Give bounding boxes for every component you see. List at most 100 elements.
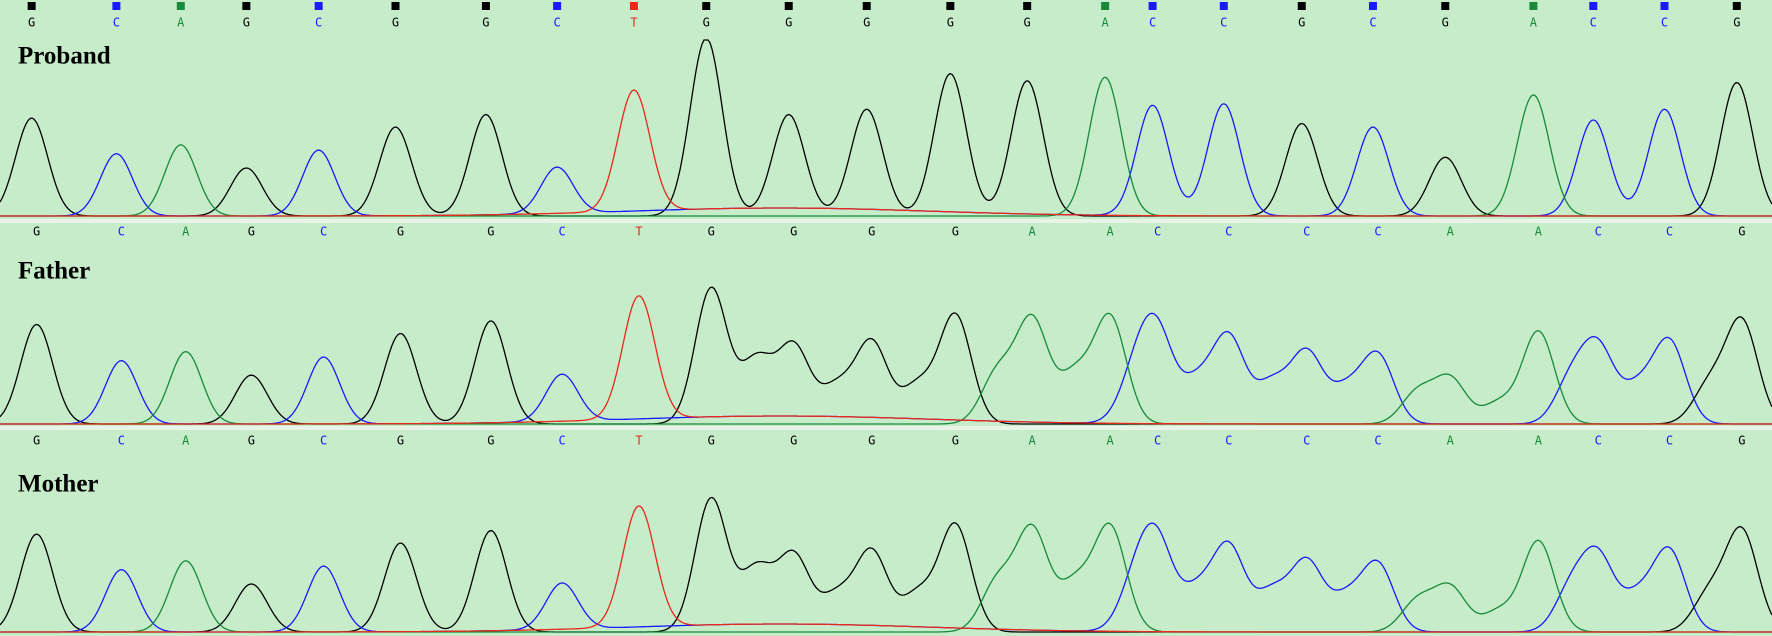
quality-bar <box>1368 2 1377 10</box>
base-call: C <box>1374 434 1381 448</box>
base-call: G <box>785 16 792 30</box>
base-call: C <box>1369 16 1376 30</box>
base-call: G <box>482 16 489 30</box>
base-call: G <box>487 434 494 448</box>
base-call: G <box>397 434 404 448</box>
base-call: A <box>1535 225 1543 239</box>
base-call: T <box>635 434 642 448</box>
base-call: A <box>1107 434 1115 448</box>
quality-bar <box>1101 2 1110 10</box>
base-call: C <box>113 16 120 30</box>
base-call: C <box>1661 16 1668 30</box>
base-call: G <box>1024 16 1031 30</box>
base-call: A <box>1029 225 1037 239</box>
base-call: G <box>397 225 404 239</box>
trace <box>0 89 1772 217</box>
base-call: A <box>1107 225 1115 239</box>
base-call: C <box>1590 16 1597 30</box>
quality-bar <box>1297 2 1306 10</box>
quality-bar <box>1219 2 1228 10</box>
base-call: G <box>33 434 40 448</box>
quality-bar <box>702 2 711 10</box>
base-call: C <box>1154 225 1161 239</box>
base-call: C <box>553 16 560 30</box>
base-call: C <box>118 434 125 448</box>
quality-bar <box>1441 2 1450 10</box>
base-call: G <box>392 16 399 30</box>
base-call: C <box>320 225 327 239</box>
quality-bar <box>784 2 793 10</box>
base-call: G <box>33 225 40 239</box>
base-call: G <box>1738 225 1745 239</box>
base-call: A <box>1447 434 1455 448</box>
trace <box>0 295 1772 425</box>
base-call: C <box>1154 434 1161 448</box>
base-call: G <box>952 225 959 239</box>
base-call: C <box>118 225 125 239</box>
base-call: T <box>635 225 642 239</box>
base-call: G <box>1442 16 1449 30</box>
base-call: C <box>558 434 565 448</box>
base-call: C <box>1374 225 1381 239</box>
base-call: G <box>947 16 954 30</box>
quality-bar <box>481 2 490 10</box>
quality-bar <box>112 2 121 10</box>
trace <box>0 505 1772 633</box>
panel-label: Father <box>18 258 90 285</box>
base-call: C <box>1666 225 1673 239</box>
base-call: C <box>558 225 565 239</box>
base-call: G <box>708 225 715 239</box>
base-call: G <box>703 16 710 30</box>
quality-bar <box>553 2 562 10</box>
base-call: G <box>487 225 494 239</box>
base-call: C <box>1225 434 1232 448</box>
base-call: A <box>182 225 190 239</box>
base-call: A <box>1535 434 1543 448</box>
quality-bar <box>1732 2 1741 10</box>
base-call: G <box>868 434 875 448</box>
quality-bar <box>1148 2 1157 10</box>
base-call: G <box>248 434 255 448</box>
base-call: T <box>630 16 637 30</box>
base-call: G <box>868 225 875 239</box>
base-call: G <box>1738 434 1745 448</box>
base-call: G <box>248 225 255 239</box>
base-call: G <box>28 16 35 30</box>
base-call: C <box>1303 225 1310 239</box>
base-call: G <box>243 16 250 30</box>
base-call: C <box>1595 434 1602 448</box>
quality-bar <box>946 2 955 10</box>
separator <box>0 219 1772 223</box>
base-call: C <box>315 16 322 30</box>
separator <box>0 426 1772 430</box>
base-call: C <box>1595 225 1602 239</box>
quality-bar <box>391 2 400 10</box>
base-call: C <box>1220 16 1227 30</box>
base-call: C <box>1303 434 1310 448</box>
base-call: C <box>320 434 327 448</box>
base-call: A <box>1447 225 1455 239</box>
quality-bar <box>629 2 638 10</box>
quality-bar <box>176 2 185 10</box>
quality-bar <box>1660 2 1669 10</box>
base-call: C <box>1666 434 1673 448</box>
base-call: G <box>790 225 797 239</box>
base-call: G <box>1298 16 1305 30</box>
quality-bar <box>1023 2 1032 10</box>
base-call: C <box>1149 16 1156 30</box>
base-call: A <box>1530 16 1538 30</box>
base-call: C <box>1225 225 1232 239</box>
base-call: A <box>1029 434 1037 448</box>
quality-bar <box>1529 2 1538 10</box>
quality-bar <box>862 2 871 10</box>
quality-bar <box>1589 2 1598 10</box>
base-call: A <box>177 16 185 30</box>
base-call: G <box>708 434 715 448</box>
base-call: A <box>182 434 190 448</box>
quality-bar <box>314 2 323 10</box>
panel-label: Proband <box>18 43 111 70</box>
base-call: G <box>952 434 959 448</box>
base-call: G <box>790 434 797 448</box>
quality-bar <box>27 2 36 10</box>
